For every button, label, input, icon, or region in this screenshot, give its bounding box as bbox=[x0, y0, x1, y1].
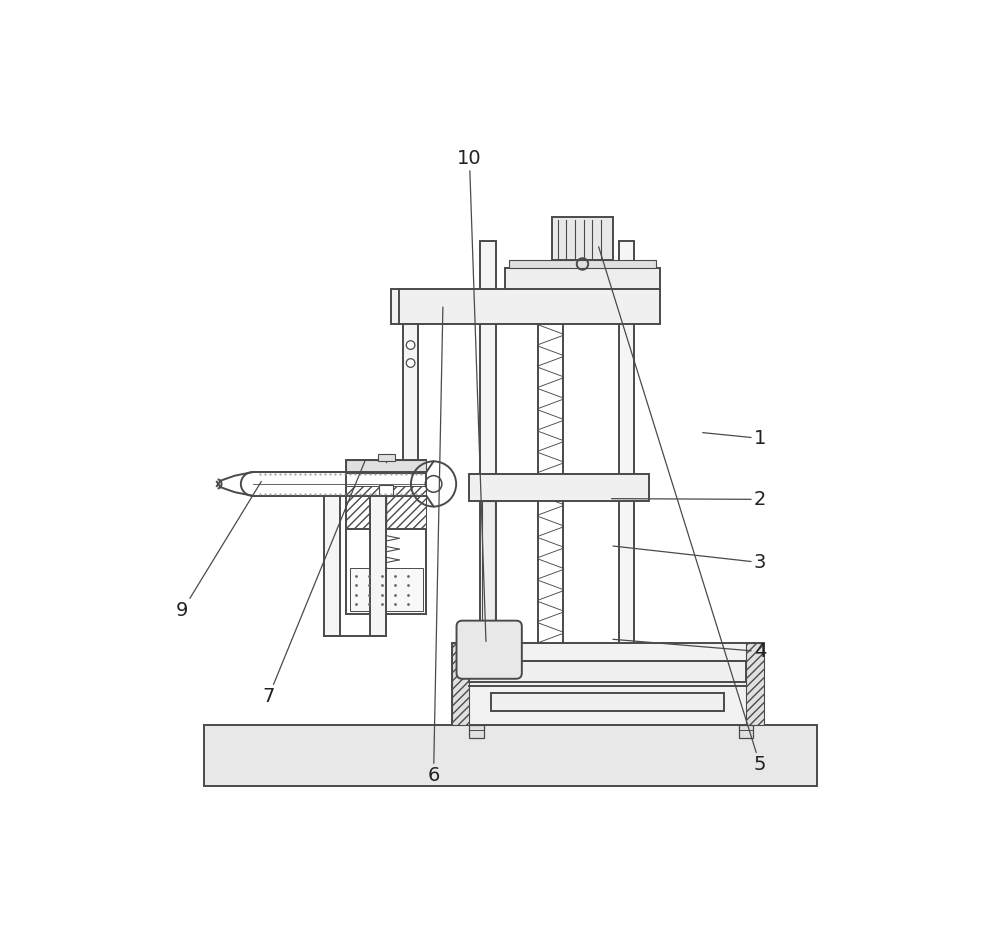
Text: 10: 10 bbox=[457, 149, 486, 641]
Text: 1: 1 bbox=[703, 429, 766, 448]
Bar bbox=[619, 241, 634, 643]
Bar bbox=[378, 454, 395, 461]
Bar bbox=[482, 500, 495, 643]
Bar bbox=[746, 643, 764, 725]
Bar bbox=[346, 459, 426, 473]
Bar bbox=[204, 725, 817, 787]
Bar bbox=[469, 473, 649, 500]
Text: 4: 4 bbox=[613, 639, 766, 661]
Bar bbox=[391, 289, 399, 323]
Bar bbox=[538, 323, 563, 643]
Circle shape bbox=[406, 341, 415, 350]
Bar bbox=[469, 725, 484, 738]
Bar bbox=[491, 693, 724, 711]
Bar bbox=[346, 459, 426, 614]
Text: 7: 7 bbox=[262, 459, 365, 706]
Bar bbox=[346, 486, 426, 529]
Text: 5: 5 bbox=[599, 247, 766, 774]
Bar bbox=[370, 496, 386, 636]
Bar bbox=[505, 267, 660, 289]
Text: 2: 2 bbox=[612, 490, 766, 509]
Bar bbox=[452, 643, 469, 725]
Bar bbox=[469, 661, 746, 682]
Bar bbox=[509, 260, 656, 267]
Circle shape bbox=[406, 359, 415, 367]
Text: 6: 6 bbox=[427, 307, 443, 785]
Text: 3: 3 bbox=[613, 546, 766, 572]
Bar bbox=[379, 485, 393, 496]
Bar bbox=[324, 496, 340, 636]
Bar bbox=[350, 569, 423, 611]
Bar bbox=[398, 289, 660, 323]
Bar bbox=[552, 217, 613, 260]
FancyBboxPatch shape bbox=[457, 621, 522, 678]
Bar bbox=[480, 241, 496, 643]
Bar bbox=[403, 323, 418, 462]
Text: 9: 9 bbox=[176, 482, 261, 620]
Bar bbox=[739, 725, 753, 738]
Bar bbox=[452, 643, 764, 725]
